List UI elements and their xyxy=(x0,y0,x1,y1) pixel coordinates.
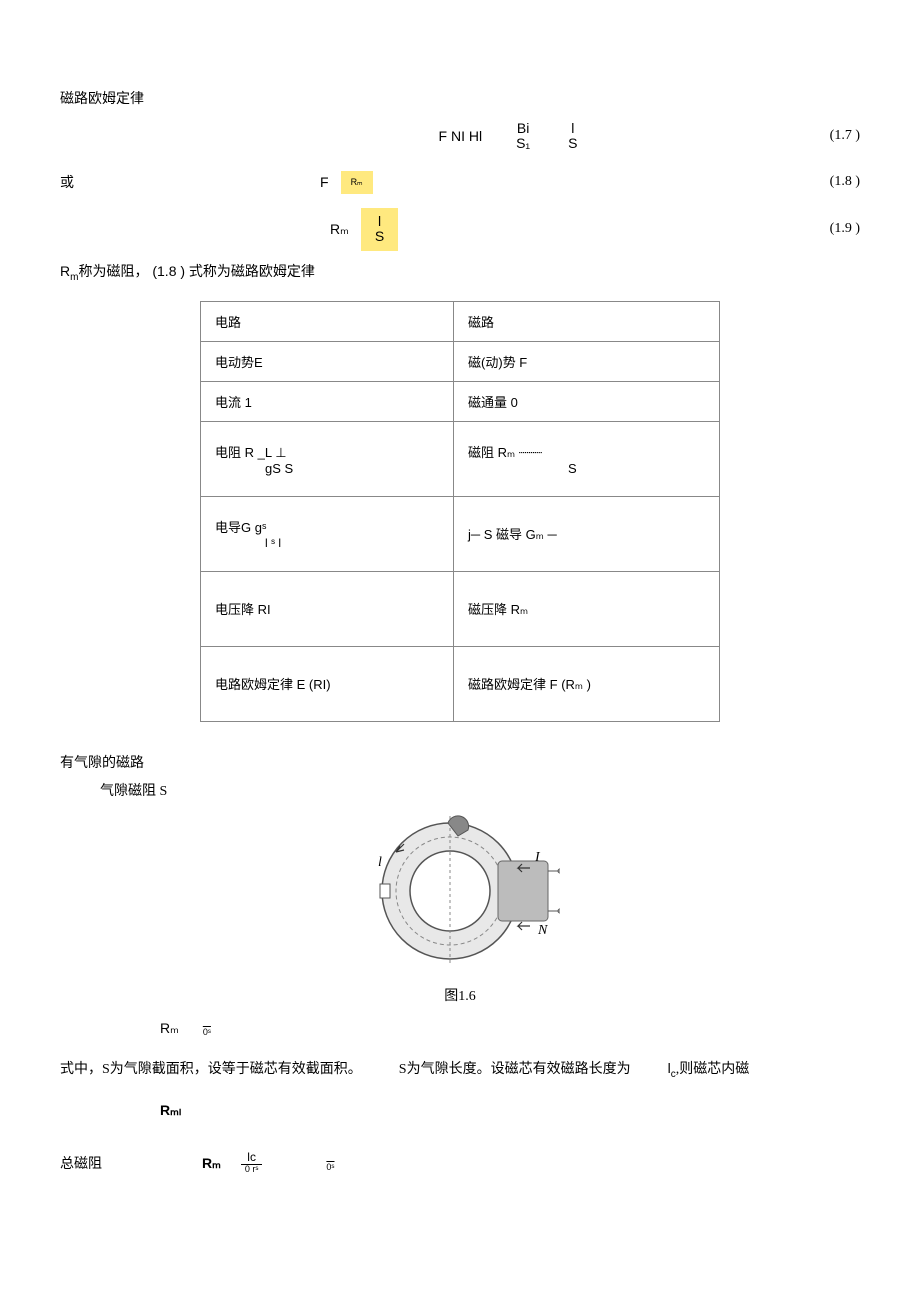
svg-text:N: N xyxy=(537,923,548,938)
cell-permeance: j─ S 磁导 Gₘ ─ xyxy=(454,496,720,571)
eq17-left: F NI Hl xyxy=(439,128,483,144)
cell-magnetic-head: 磁路 xyxy=(454,301,720,341)
eq17-frac2: l S xyxy=(564,121,581,152)
eq18-number: (1.8 ) xyxy=(780,174,860,190)
figure-caption: 图1.6 xyxy=(60,985,860,1005)
table-row: 电导G ɡˢ l ˢ l j─ S 磁导 Gₘ ─ xyxy=(201,496,720,571)
figure-1-6: l I N xyxy=(60,806,860,981)
table-row: 电阻 R _L ⊥ gS S 磁阻 Rₘ ┈┈┈ S xyxy=(201,421,720,496)
table-row: 电路欧姆定律 E (RI) 磁路欧姆定律 F (Rₘ ) xyxy=(201,646,720,721)
eq19-number: (1.9 ) xyxy=(780,221,860,237)
note-rm: Rm称为磁阻， (1.8 ) 式称为磁路欧姆定律 xyxy=(60,261,860,283)
equation-1-7: F NI Hl Bi S₁ l S (1.7 ) xyxy=(60,116,860,156)
eq-rml: Rₘₗ xyxy=(160,1102,860,1119)
eq17-number: (1.7 ) xyxy=(780,128,860,144)
eq-rm-gap: Rₘ 0ˢ xyxy=(160,1019,860,1039)
cell-conductance: 电导G ɡˢ l ˢ l xyxy=(201,496,454,571)
cell-circuit-head: 电路 xyxy=(201,301,454,341)
cell-ohm-m: 磁路欧姆定律 F (Rₘ ) xyxy=(454,646,720,721)
cell-current: 电流 1 xyxy=(201,381,454,421)
equation-1-9: Rₘ l S (1.9 ) xyxy=(60,208,860,251)
table-row: 电流 1 磁通量 0 xyxy=(201,381,720,421)
svg-text:l: l xyxy=(378,855,382,870)
table-row: 电路 磁路 xyxy=(201,301,720,341)
eq19-highlight: l S xyxy=(361,208,398,251)
heading-ohms-law: 磁路欧姆定律 xyxy=(60,88,860,108)
eq18-highlight: Rₘ xyxy=(341,171,373,194)
comparison-table: 电路 磁路 电动势E 磁(动)势 F 电流 1 磁通量 0 电阻 R _L ⊥ … xyxy=(200,301,720,722)
cell-ohm-e: 电路欧姆定律 E (RI) xyxy=(201,646,454,721)
eq17-frac1: Bi S₁ xyxy=(512,121,534,152)
table-row: 电动势E 磁(动)势 F xyxy=(201,341,720,381)
equation-1-8: 或 F Rₘ (1.8 ) xyxy=(60,162,860,202)
cell-flux: 磁通量 0 xyxy=(454,381,720,421)
cell-mdrop: 磁压降 Rₘ xyxy=(454,571,720,646)
cell-emf: 电动势E xyxy=(201,341,454,381)
cell-mmf: 磁(动)势 F xyxy=(454,341,720,381)
table-row: 电压降 RI 磁压降 Rₘ xyxy=(201,571,720,646)
eq18-F: F xyxy=(320,174,329,190)
total-label: 总磁阻 xyxy=(60,1153,102,1173)
eq19-Rm: Rₘ xyxy=(330,221,349,238)
or-label: 或 xyxy=(60,172,240,192)
cell-resistance: 电阻 R _L ⊥ gS S xyxy=(201,421,454,496)
airgap-reluctance-line: 气隙磁阻 S xyxy=(100,780,860,800)
airgap-paragraph: 式中，S为气隙截面积，设等于磁芯有效截面积。 S为气隙长度。设磁芯有效磁路长度为… xyxy=(60,1056,860,1084)
heading-airgap: 有气隙的磁路 xyxy=(60,752,860,772)
toroid-diagram-icon: l I N xyxy=(360,806,560,976)
cell-vdrop: 电压降 RI xyxy=(201,571,454,646)
cell-reluctance: 磁阻 Rₘ ┈┈┈ S xyxy=(454,421,720,496)
eq-total-reluctance: 总磁阻 Rₘ lc 0 rˢ 0ˢ xyxy=(60,1151,860,1175)
